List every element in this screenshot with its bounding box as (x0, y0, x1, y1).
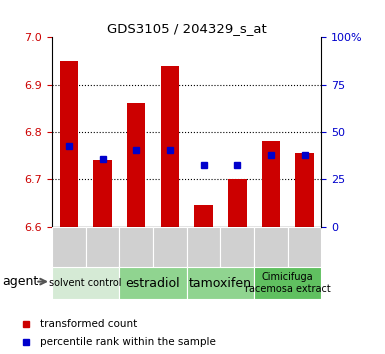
Bar (85, 227, 119, 267)
Bar (187, 227, 220, 267)
Bar (254, 267, 321, 299)
Bar (262, 141, 280, 227)
Bar (119, 227, 153, 267)
Bar (60, 61, 78, 227)
Bar (119, 267, 187, 299)
Bar (52, 267, 119, 299)
Bar (161, 65, 179, 227)
Bar (52, 227, 85, 267)
Text: agent: agent (3, 275, 39, 288)
Text: transformed count: transformed count (40, 319, 137, 329)
Bar (127, 103, 146, 227)
Bar (295, 153, 314, 227)
Text: tamoxifen: tamoxifen (189, 277, 252, 290)
Bar (93, 160, 112, 227)
Text: solvent control: solvent control (49, 278, 122, 288)
Text: estradiol: estradiol (126, 277, 180, 290)
Bar (153, 227, 187, 267)
Bar (254, 227, 288, 267)
Title: GDS3105 / 204329_s_at: GDS3105 / 204329_s_at (107, 22, 266, 35)
Bar (228, 179, 246, 227)
Text: Cimicifuga
racemosa extract: Cimicifuga racemosa extract (245, 272, 331, 294)
Bar (288, 227, 321, 267)
Bar (220, 227, 254, 267)
Bar (194, 205, 213, 227)
Text: percentile rank within the sample: percentile rank within the sample (40, 337, 216, 347)
Bar (187, 267, 254, 299)
